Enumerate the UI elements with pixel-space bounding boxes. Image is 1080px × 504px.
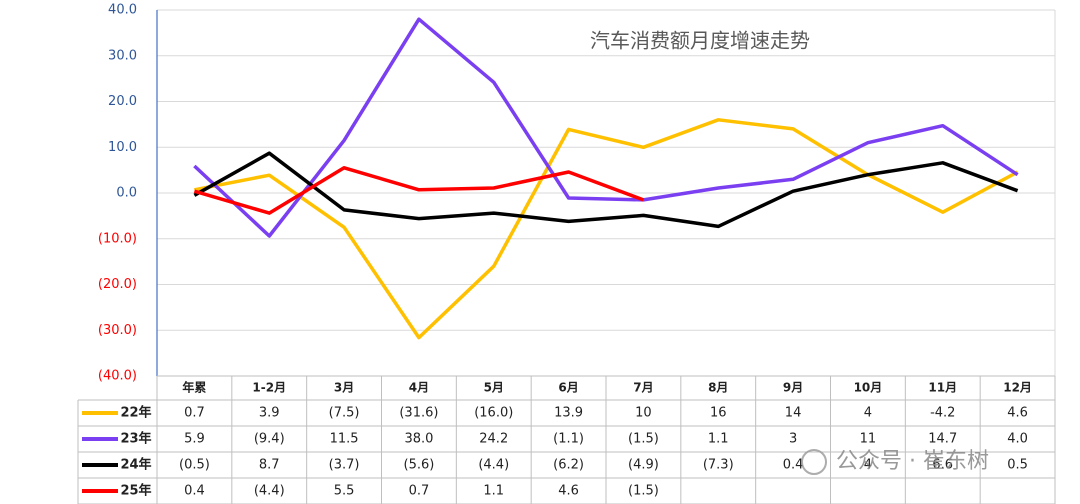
y-tick-label: 20.0 [108, 94, 137, 109]
x-tick-label: 10月 [854, 381, 883, 395]
data-label: 16 [710, 406, 727, 421]
y-tick-label: (20.0) [98, 277, 137, 292]
data-label: (7.3) [703, 458, 734, 473]
x-tick-label: 8月 [708, 381, 728, 395]
data-label: 4 [864, 406, 872, 421]
data-label: (1.5) [628, 484, 659, 499]
x-tick-label: 6月 [558, 381, 578, 395]
data-label: 4 [864, 458, 872, 473]
y-tick-label: (40.0) [98, 369, 137, 384]
data-label: 4.6 [1007, 406, 1028, 421]
data-label: 0.7 [409, 484, 430, 499]
data-label: 0.4 [783, 458, 804, 473]
data-label: 5.9 [184, 432, 205, 447]
data-label: (31.6) [399, 406, 438, 421]
data-label: (5.6) [404, 458, 435, 473]
data-label: 5.5 [334, 484, 355, 499]
data-label: 13.9 [554, 406, 583, 421]
x-tick-label: 12月 [1003, 381, 1032, 395]
x-tick-label: 1-2月 [252, 381, 286, 395]
data-label: 4.6 [558, 484, 579, 499]
data-label: (6.2) [553, 458, 584, 473]
y-tick-label: 0.0 [116, 186, 137, 201]
watermark: 公众号 · 崔东树 [836, 449, 989, 474]
data-label: 3.9 [259, 406, 280, 421]
data-label: 8.7 [259, 458, 280, 473]
data-label: 1.1 [708, 432, 729, 447]
data-label: 3 [789, 432, 797, 447]
data-label: 4.0 [1007, 432, 1028, 447]
data-label: (7.5) [329, 406, 360, 421]
data-label: 24.2 [479, 432, 508, 447]
data-label: 14 [785, 406, 802, 421]
y-tick-label: (10.0) [98, 231, 137, 246]
x-tick-label: 5月 [484, 381, 504, 395]
data-label: 14.7 [928, 432, 957, 447]
legend-label: 22年 [120, 405, 151, 421]
data-label: (1.1) [553, 432, 584, 447]
data-label: (9.4) [254, 432, 285, 447]
data-label: 0.5 [1007, 458, 1028, 473]
x-tick-label: 7月 [633, 381, 653, 395]
data-label: 0.4 [184, 484, 205, 499]
data-label: 10 [635, 406, 652, 421]
chart-title: 汽车消费额月度增速走势 [590, 29, 810, 53]
x-tick-label: 4月 [409, 381, 429, 395]
x-tick-label: 11月 [928, 381, 957, 395]
x-tick-label: 9月 [783, 381, 803, 395]
y-tick-label: 30.0 [108, 48, 137, 63]
data-label: 0.7 [184, 406, 205, 421]
legend-label: 25年 [120, 483, 151, 499]
data-label: (16.0) [474, 406, 513, 421]
data-label: 11 [860, 432, 877, 447]
watermark-icon [801, 449, 827, 475]
y-tick-label: (30.0) [98, 323, 137, 338]
x-tick-label: 3月 [334, 381, 354, 395]
series-line [193, 166, 645, 215]
data-label: (4.4) [254, 484, 285, 499]
data-label: 11.5 [330, 432, 359, 447]
data-label: (3.7) [329, 458, 360, 473]
y-tick-label: 10.0 [108, 140, 137, 155]
data-label: 1.1 [483, 484, 504, 499]
series-line [194, 118, 1019, 340]
data-label: 38.0 [404, 432, 433, 447]
legend-label: 23年 [120, 431, 151, 447]
data-label: (0.5) [179, 458, 210, 473]
legend-label: 24年 [120, 457, 151, 473]
data-label: (1.5) [628, 432, 659, 447]
data-label: 6.6 [932, 458, 953, 473]
data-label: (4.4) [478, 458, 509, 473]
series-line [193, 151, 1019, 229]
x-tick-label: 年累 [182, 380, 206, 395]
data-label: -4.2 [930, 406, 955, 421]
series-line [193, 17, 1019, 238]
data-label: (4.9) [628, 458, 659, 473]
y-tick-label: 40.0 [108, 3, 137, 18]
